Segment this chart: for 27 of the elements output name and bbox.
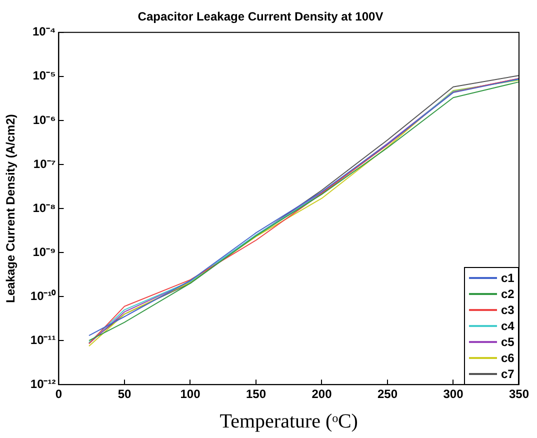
legend-label: c6 [500,350,514,365]
x-tick-label: 50 [118,387,132,402]
x-tick-label: 150 [246,387,266,402]
y-tick-label: 10⁻⁶ [32,112,56,127]
legend-label: c4 [500,318,514,333]
y-tick-label: 10⁻¹¹ [30,332,56,347]
y-tick-label: 10⁻⁵ [32,68,56,83]
x-tick-label: 350 [508,387,530,402]
x-tick-label: 100 [180,387,201,402]
x-tick-label: 200 [312,387,332,402]
x-tick-label: 300 [443,387,464,402]
x-tick-label: 250 [377,387,398,402]
y-tick-label: 10⁻⁷ [33,156,56,171]
legend-label: c1 [500,270,514,285]
x-tick-label: 0 [55,387,62,402]
y-tick-label: 10⁻⁹ [32,244,56,259]
chart-title: Capacitor Leakage Current Density at 100V [138,10,384,24]
legend-label: c3 [500,302,514,317]
y-tick-label: 10⁻¹² [30,376,56,391]
x-axis-title: Temperature (ᵒC) [220,410,358,432]
y-axis-title: Leakage Current Density (A/cm2) [4,114,18,303]
y-tick-label: 10⁻⁸ [32,200,56,215]
legend-label: c7 [500,366,514,381]
legend-label: c2 [500,286,514,301]
y-tick-label: 10⁻¹⁰ [30,288,57,303]
legend-label: c5 [500,334,514,349]
y-tick-label: 10⁻⁴ [32,24,56,39]
